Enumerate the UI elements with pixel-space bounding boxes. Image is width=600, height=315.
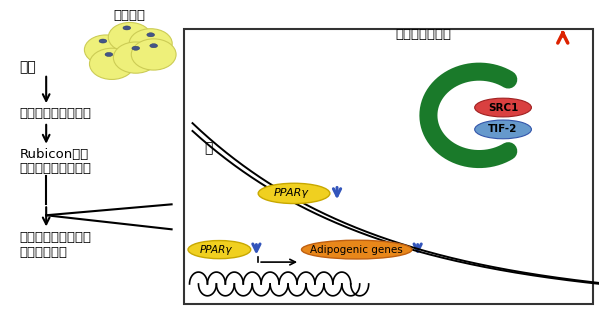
Text: 絶食: 絶食 — [19, 60, 36, 74]
Text: 核: 核 — [205, 141, 213, 155]
Text: オートファジー促進: オートファジー促進 — [19, 162, 91, 175]
Text: 脂肪細胞: 脂肪細胞 — [114, 9, 146, 22]
Ellipse shape — [475, 98, 532, 117]
Ellipse shape — [89, 48, 134, 79]
Text: Adipogenic genes: Adipogenic genes — [310, 245, 403, 255]
Text: SRC1: SRC1 — [488, 103, 518, 112]
Ellipse shape — [132, 46, 140, 50]
Text: PPARγ: PPARγ — [200, 245, 233, 255]
Ellipse shape — [258, 183, 330, 203]
Ellipse shape — [147, 33, 155, 37]
Text: 脂肪萎縮、肝脂肪症: 脂肪萎縮、肝脂肪症 — [19, 231, 91, 243]
Text: オートファジー誘導: オートファジー誘導 — [19, 107, 91, 120]
Text: オートファジー: オートファジー — [395, 28, 452, 41]
Ellipse shape — [105, 52, 113, 56]
Ellipse shape — [301, 240, 412, 259]
Text: ケトン体産生: ケトン体産生 — [19, 246, 67, 259]
Ellipse shape — [129, 29, 172, 58]
Ellipse shape — [113, 42, 158, 73]
Text: Rubicon分解: Rubicon分解 — [19, 148, 89, 161]
Ellipse shape — [123, 26, 131, 30]
Ellipse shape — [108, 22, 151, 52]
Text: TIF-2: TIF-2 — [488, 124, 518, 135]
Ellipse shape — [475, 120, 532, 139]
Ellipse shape — [188, 241, 251, 259]
FancyBboxPatch shape — [184, 30, 593, 304]
Text: PPARγ: PPARγ — [274, 188, 308, 198]
Ellipse shape — [85, 35, 127, 65]
Ellipse shape — [99, 39, 107, 43]
Ellipse shape — [131, 39, 176, 70]
Ellipse shape — [150, 44, 158, 48]
